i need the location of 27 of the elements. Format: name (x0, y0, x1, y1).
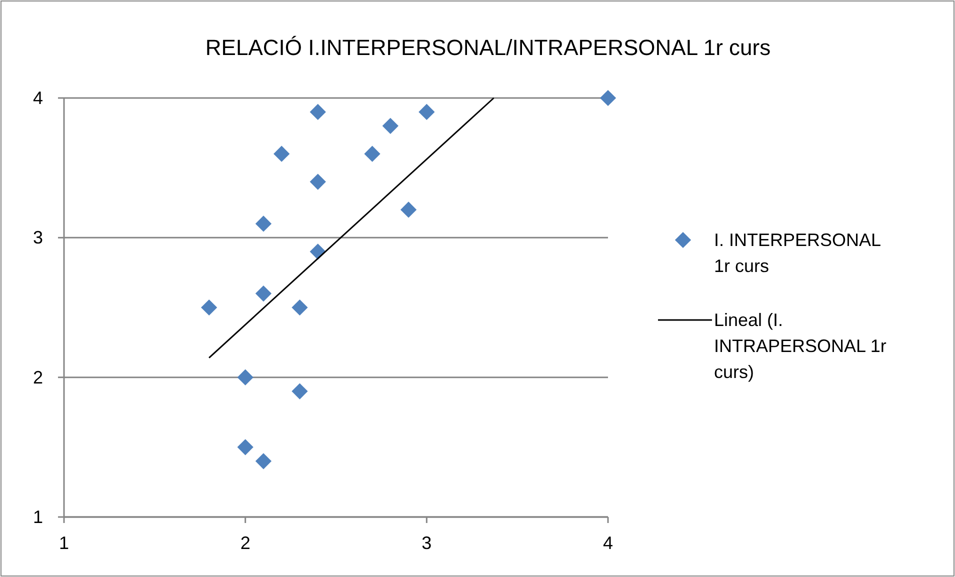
point (237, 369, 254, 386)
point (364, 146, 380, 162)
point (201, 299, 218, 316)
x-tick-label: 1 (58, 533, 70, 553)
point (255, 453, 272, 470)
point (255, 285, 272, 302)
chart-title: RELACIÓ I.INTERPERSONAL/INTRAPERSONAL 1r curs (205, 35, 771, 60)
point (418, 104, 435, 120)
x-tick-label: 4 (602, 533, 614, 553)
point (292, 383, 308, 400)
legend-label: Lineal (I. INTRAPERSONAL 1r curs) (714, 310, 886, 382)
point (600, 90, 616, 106)
point (400, 202, 417, 218)
point (237, 439, 254, 456)
point (310, 174, 326, 190)
point (255, 216, 272, 232)
point (292, 299, 308, 316)
x-tick-label: 2 (240, 533, 250, 553)
y-tick-label: 3 (32, 228, 44, 248)
point (310, 104, 326, 120)
x-tick-label: 3 (422, 533, 432, 553)
y-tick-label: 4 (32, 88, 44, 108)
y-tick-label: 2 (32, 367, 44, 388)
point (382, 118, 398, 134)
legend-label: I. INTERPERSONAL 1r curs (714, 230, 882, 276)
y-tick-label: 1 (32, 507, 44, 527)
point (274, 146, 290, 162)
